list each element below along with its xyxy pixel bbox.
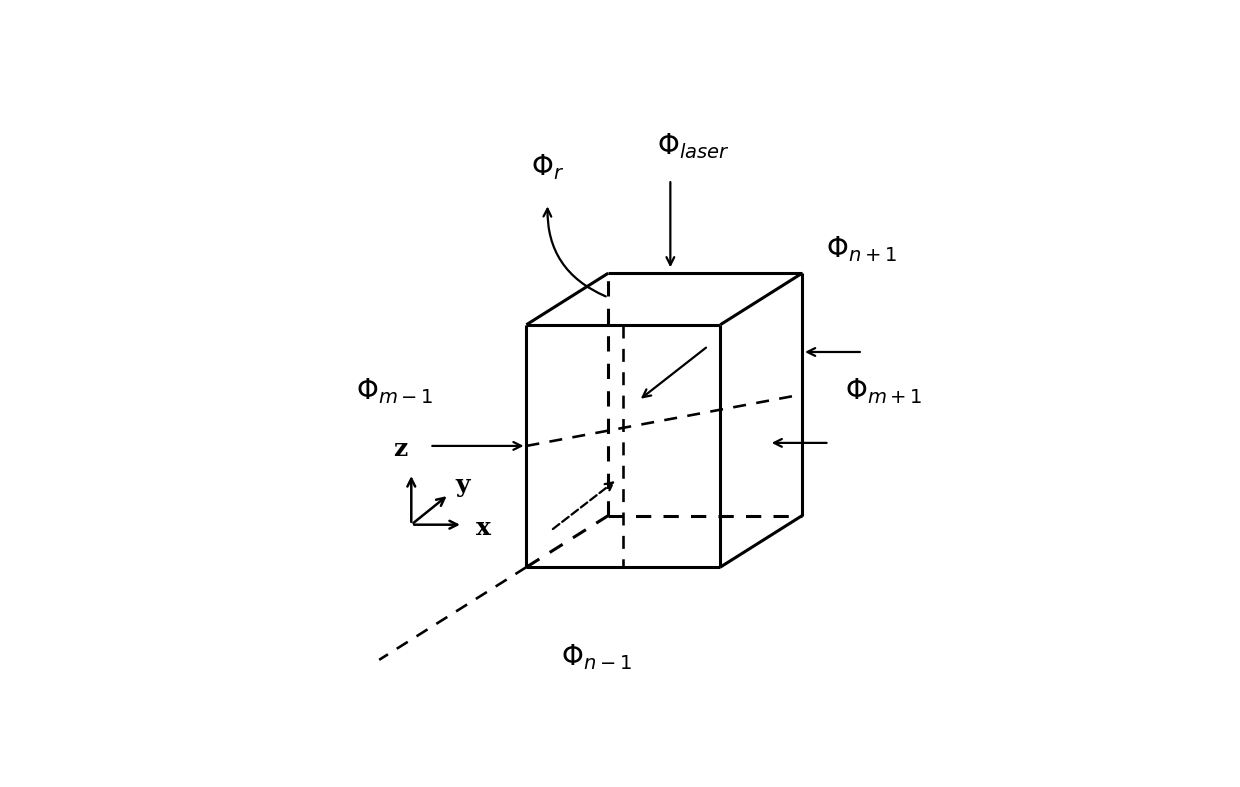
Text: $\Phi_{n-1}$: $\Phi_{n-1}$ [560, 642, 631, 671]
Text: z: z [393, 437, 408, 461]
Text: y: y [455, 473, 470, 497]
Text: $\Phi_{n+1}$: $\Phi_{n+1}$ [826, 234, 898, 264]
Text: $\Phi_{r}$: $\Phi_{r}$ [531, 152, 564, 182]
Text: $\Phi_{m-1}$: $\Phi_{m-1}$ [356, 376, 433, 406]
Text: $\Phi_{m+1}$: $\Phi_{m+1}$ [844, 376, 923, 406]
Text: $\Phi_{laser}$: $\Phi_{laser}$ [657, 131, 729, 161]
Text: x: x [476, 515, 491, 540]
